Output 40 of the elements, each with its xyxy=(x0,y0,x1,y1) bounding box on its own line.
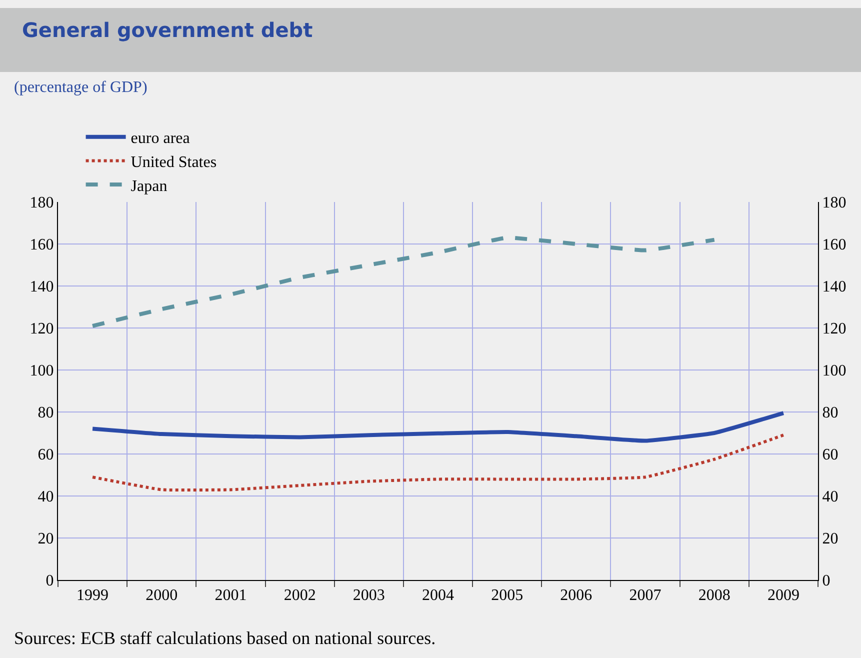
line-series xyxy=(91,434,785,492)
x-tick-label: 2009 xyxy=(767,587,800,604)
y-tick-label: 20 xyxy=(38,530,54,548)
x-tick-label: 2007 xyxy=(629,587,662,604)
legend-label: United States xyxy=(130,154,217,171)
x-tick-label: 2004 xyxy=(422,587,454,604)
y-tick-label: 40 xyxy=(38,488,54,506)
x-tick-label: 2005 xyxy=(491,587,524,604)
legend-label: Japan xyxy=(130,178,168,195)
y2-tick-label: 160 xyxy=(822,236,846,254)
y-tick-label: 160 xyxy=(30,236,54,254)
y-tick-label: 180 xyxy=(30,194,54,212)
x-tick-label: 2003 xyxy=(352,587,385,604)
line-series xyxy=(90,236,716,328)
y2-tick-label: 100 xyxy=(822,362,846,380)
y2-tick-label: 20 xyxy=(822,530,838,548)
y-tick-label: 140 xyxy=(30,278,54,296)
x-tick-label: 2008 xyxy=(698,587,730,604)
y2-tick-label: 80 xyxy=(822,404,838,422)
x-tick-label: 2002 xyxy=(284,587,316,604)
x-tick-label: 2006 xyxy=(560,587,592,604)
y-tick-label: 80 xyxy=(38,404,54,422)
y-tick-label: 100 xyxy=(30,362,54,380)
y-tick-label: 60 xyxy=(38,446,54,464)
source-note: Sources: ECB staff calculations based on national sources. xyxy=(14,628,436,648)
line-series xyxy=(90,411,786,443)
chart-subtitle: (percentage of GDP) xyxy=(14,79,148,96)
x-tick-label: 1999 xyxy=(76,587,109,604)
y2-tick-label: 60 xyxy=(822,446,838,464)
y2-tick-label: 140 xyxy=(822,278,846,296)
y2-tick-label: 40 xyxy=(822,488,838,506)
chart-title: General government debt xyxy=(22,18,314,42)
y-tick-label: 120 xyxy=(30,320,54,338)
x-tick-label: 2001 xyxy=(214,587,247,604)
y2-tick-label: 180 xyxy=(822,194,846,212)
y2-tick-label: 120 xyxy=(822,320,846,338)
y-tick-label: 0 xyxy=(46,572,54,590)
legend-label: euro area xyxy=(130,130,190,148)
x-tick-label: 2000 xyxy=(146,587,178,604)
y2-tick-label: 0 xyxy=(822,572,830,590)
